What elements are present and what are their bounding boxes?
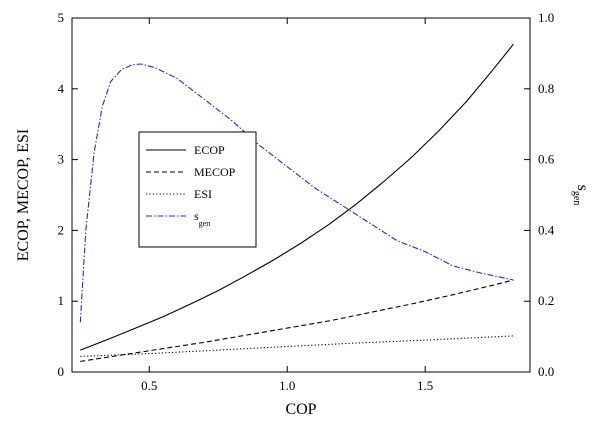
series-line-s-gen (79, 63, 514, 323)
y2-tick-label: 0.2 (538, 293, 554, 308)
legend-box (138, 131, 257, 248)
y2-tick-label: 0.4 (538, 222, 555, 237)
plot-area (71, 17, 531, 373)
plot-frame (71, 17, 531, 373)
y2-axis-title-main: s (574, 185, 591, 191)
x-axis-title: COP (285, 401, 316, 418)
legend-label: sgen (194, 209, 210, 228)
series-layer (79, 43, 514, 362)
y-tick-label: 0 (58, 364, 65, 379)
legend-label: ECOP (194, 143, 225, 157)
x-tick-label: 1.0 (279, 378, 295, 393)
series-line-esi (80, 335, 514, 357)
y2-axis-title: sgen (571, 185, 591, 206)
y2-tick-label: 0.6 (538, 152, 555, 167)
y-tick-label: 3 (58, 152, 65, 167)
series-line-mecop (80, 279, 514, 362)
legend: ECOP MECOP ESI sgen (138, 131, 257, 248)
y2-tick-label: 0.0 (538, 364, 554, 379)
y-tick-label: 1 (58, 293, 65, 308)
x-tick-label: 1.5 (417, 378, 433, 393)
x-tick-label: 0.5 (141, 378, 157, 393)
y2-tick-label: 1.0 (538, 10, 554, 25)
legend-label: MECOP (194, 165, 236, 179)
axis-ticks: 0.5 1.0 1.5 0 1 2 3 4 5 0.0 0.2 0.4 0.6 0.8 1.0 (58, 10, 555, 393)
legend-label: ESI (194, 187, 212, 201)
y-tick-label: 5 (58, 10, 65, 25)
y2-axis-title-sub: gen (571, 191, 582, 205)
series-line-ecop (80, 43, 514, 351)
y-tick-label: 2 (58, 222, 65, 237)
y-tick-label: 4 (58, 81, 65, 96)
y2-tick-label: 0.8 (538, 81, 554, 96)
y-axis-title: ECOP, MECOP, ESI (15, 129, 32, 261)
